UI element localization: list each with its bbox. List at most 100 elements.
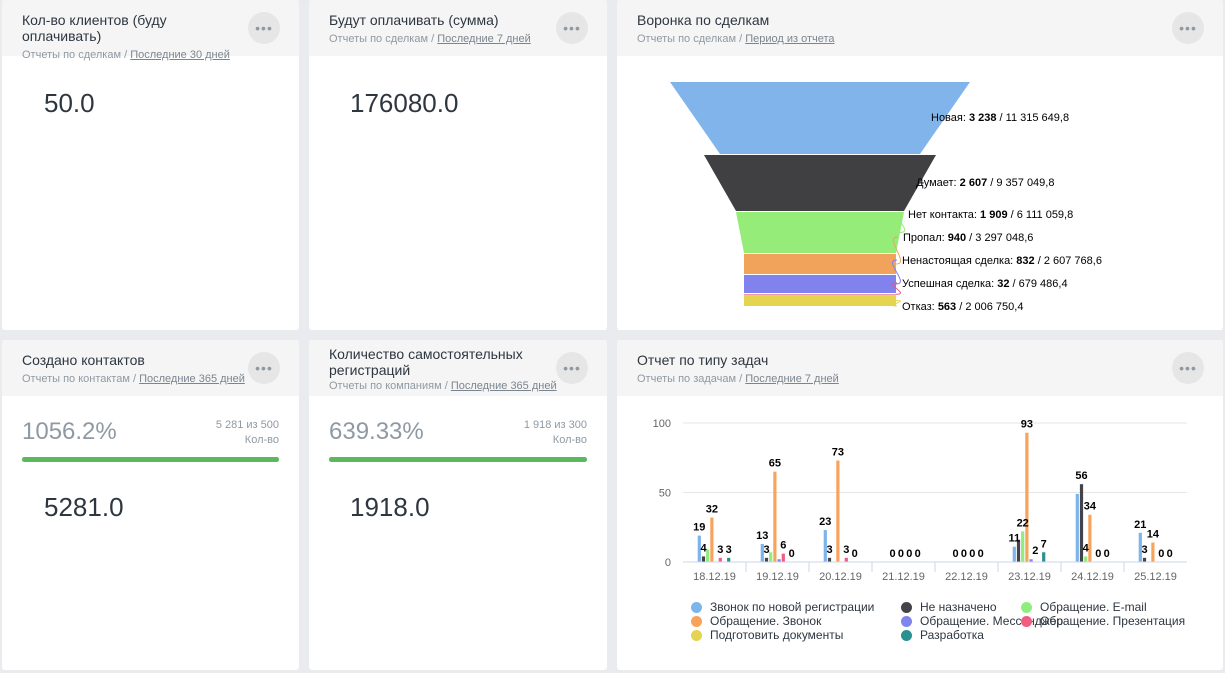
data-label: 65 bbox=[769, 458, 781, 470]
x-tick-label: 25.12.19 bbox=[1134, 571, 1177, 583]
widget-subtitle: Отчеты по сделкам / Период из отчета bbox=[637, 33, 1163, 46]
bar[interactable] bbox=[710, 517, 714, 562]
bar[interactable] bbox=[764, 557, 769, 562]
bar[interactable] bbox=[823, 530, 827, 562]
bar[interactable] bbox=[1016, 539, 1021, 562]
report-type: Отчеты по сделкам / bbox=[329, 33, 438, 45]
widget-value: 50.0 bbox=[44, 88, 95, 118]
widget-self-registrations: Количество самостоятельных регистраций О… bbox=[309, 340, 607, 670]
legend-label: Обращение. E-mail bbox=[1040, 600, 1147, 614]
legend-item[interactable]: Звонок по новой регистрации bbox=[691, 600, 874, 614]
x-tick-label: 19.12.19 bbox=[756, 571, 799, 583]
bar[interactable] bbox=[760, 543, 764, 562]
data-label: 0 bbox=[852, 548, 858, 560]
more-icon[interactable]: ••• bbox=[248, 12, 280, 44]
bar[interactable] bbox=[1012, 546, 1016, 562]
more-icon[interactable]: ••• bbox=[1172, 352, 1204, 384]
legend-item[interactable]: Обращение. Звонок bbox=[691, 614, 821, 628]
bar[interactable] bbox=[827, 557, 832, 562]
bar[interactable] bbox=[781, 553, 785, 562]
data-label: 34 bbox=[1084, 501, 1097, 513]
funnel-stage[interactable] bbox=[704, 155, 936, 211]
data-label: 7 bbox=[1041, 538, 1047, 550]
funnel-connector bbox=[892, 282, 901, 295]
period-link[interactable]: Последние 7 дней bbox=[437, 33, 531, 45]
bar[interactable] bbox=[1084, 556, 1088, 562]
period-link[interactable]: Последние 30 дней bbox=[130, 49, 230, 61]
bar[interactable] bbox=[1042, 552, 1046, 562]
funnel-stage[interactable] bbox=[736, 212, 904, 253]
bar[interactable] bbox=[769, 552, 773, 562]
goal-progress-bar bbox=[22, 457, 279, 462]
data-label: 0 bbox=[969, 548, 975, 560]
bar[interactable] bbox=[844, 557, 848, 562]
bar[interactable] bbox=[773, 471, 777, 562]
goal-progress-fill bbox=[329, 457, 587, 462]
goal-ratio-label: Кол-во bbox=[552, 434, 587, 446]
bar[interactable] bbox=[1075, 493, 1079, 562]
y-tick-label: 0 bbox=[665, 557, 671, 569]
funnel-label: Пропал: 940 / 3 297 048,6 bbox=[903, 232, 1033, 244]
period-link[interactable]: Последние 7 дней bbox=[745, 373, 839, 385]
widget-subtitle: Отчеты по сделкам / Последние 7 дней bbox=[329, 33, 547, 46]
legend-item[interactable]: Обращение. Презентация bbox=[1021, 614, 1185, 628]
more-icon[interactable]: ••• bbox=[1172, 12, 1204, 44]
legend-marker bbox=[901, 615, 912, 627]
legend-item[interactable]: Разработка bbox=[901, 628, 984, 642]
data-label: 21 bbox=[1134, 519, 1146, 531]
bar[interactable] bbox=[1029, 559, 1033, 562]
goal-percent: 1056.2% bbox=[22, 418, 117, 445]
more-icon[interactable]: ••• bbox=[556, 12, 588, 44]
goal-ratio: 5 281 из 500 Кол-во bbox=[216, 418, 279, 448]
bar[interactable] bbox=[836, 460, 840, 562]
bar[interactable] bbox=[706, 549, 710, 562]
period-link[interactable]: Период из отчета bbox=[745, 33, 835, 45]
goal-ratio: 1 918 из 300 Кол-во bbox=[524, 418, 587, 448]
data-label: 0 bbox=[961, 548, 967, 560]
funnel-stage[interactable] bbox=[744, 254, 896, 274]
funnel-label: Успешная сделка: 32 / 679 486,4 bbox=[902, 278, 1068, 290]
data-label: 0 bbox=[1104, 548, 1110, 560]
bar[interactable] bbox=[718, 557, 722, 562]
legend-marker bbox=[1021, 601, 1032, 613]
legend-item[interactable]: Обращение. E-mail bbox=[1021, 600, 1147, 614]
bar[interactable] bbox=[727, 557, 731, 562]
bar[interactable] bbox=[1088, 514, 1092, 562]
bar[interactable] bbox=[1021, 531, 1025, 562]
funnel-stage[interactable] bbox=[744, 295, 896, 306]
data-label: 0 bbox=[1095, 548, 1101, 560]
widget-subtitle: Отчеты по контактам / Последние 365 дней bbox=[22, 373, 245, 386]
funnel-stage[interactable] bbox=[744, 275, 896, 293]
widget-header: Создано контактов Отчеты по контактам / … bbox=[2, 340, 299, 396]
data-label: 3 bbox=[1141, 544, 1147, 556]
data-label: 11 bbox=[1008, 533, 1020, 545]
data-label: 3 bbox=[763, 544, 769, 556]
bar[interactable] bbox=[1025, 432, 1029, 562]
funnel-stage[interactable] bbox=[744, 294, 896, 295]
bar[interactable] bbox=[697, 535, 701, 562]
more-icon[interactable]: ••• bbox=[556, 352, 588, 384]
data-label: 3 bbox=[843, 544, 849, 556]
x-tick-label: 23.12.19 bbox=[1008, 571, 1051, 583]
x-tick-label: 21.12.19 bbox=[882, 571, 925, 583]
more-icon[interactable]: ••• bbox=[248, 352, 280, 384]
widget-clients-count: Кол-во клиентов (буду оплачивать) Отчеты… bbox=[2, 0, 299, 330]
data-label: 3 bbox=[717, 544, 723, 556]
bar[interactable] bbox=[1151, 542, 1155, 562]
funnel-stage[interactable] bbox=[670, 82, 970, 154]
period-link[interactable]: Последние 365 дней bbox=[450, 380, 557, 392]
report-type: Отчеты по сделкам / bbox=[637, 33, 746, 45]
period-link[interactable]: Последние 365 дней bbox=[139, 373, 245, 385]
data-label: 4 bbox=[700, 542, 707, 554]
bar[interactable] bbox=[1138, 532, 1142, 562]
legend-item[interactable]: Не назначено bbox=[901, 600, 997, 614]
bar[interactable] bbox=[777, 559, 781, 562]
widget-header: Количество самостоятельных регистраций О… bbox=[309, 340, 607, 396]
data-label: 0 bbox=[978, 548, 984, 560]
x-tick-label: 22.12.19 bbox=[945, 571, 988, 583]
bar[interactable] bbox=[701, 556, 706, 562]
bar[interactable] bbox=[1142, 557, 1147, 562]
bar[interactable] bbox=[1079, 484, 1084, 562]
legend-item[interactable]: Подготовить документы bbox=[691, 628, 843, 642]
widget-header: Отчет по типу задач Отчеты по задачам / … bbox=[617, 340, 1223, 396]
